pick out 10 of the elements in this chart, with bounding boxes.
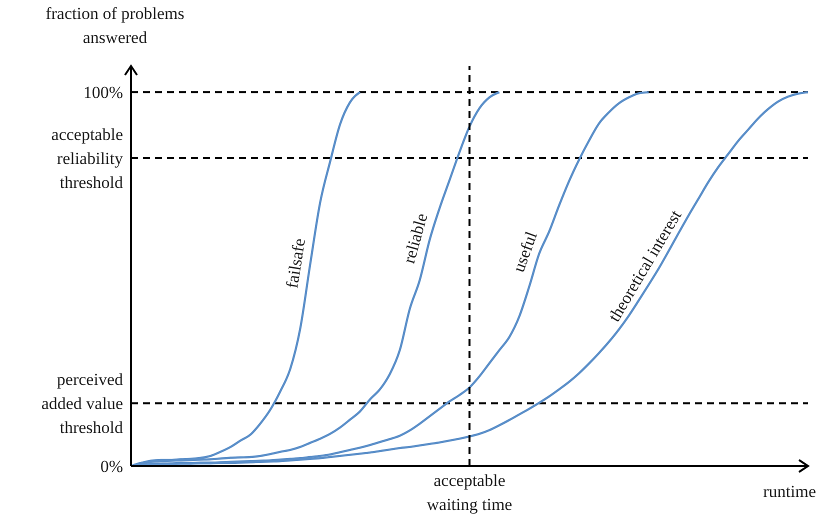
text: failsafe — [282, 237, 310, 290]
y-tick-label: perceived added value threshold — [41, 370, 124, 437]
text: useful — [509, 228, 542, 275]
text: acceptable waiting time — [426, 471, 512, 514]
x-axis-title: runtime — [763, 482, 816, 502]
text: reliable — [399, 211, 432, 266]
y-axis-title: fraction of problems answered — [44, 3, 186, 49]
y-tick-label: 100% — [83, 82, 123, 102]
y-tick-label: 0% — [100, 456, 123, 476]
y-tick-label: acceptable reliability threshold — [51, 124, 124, 192]
